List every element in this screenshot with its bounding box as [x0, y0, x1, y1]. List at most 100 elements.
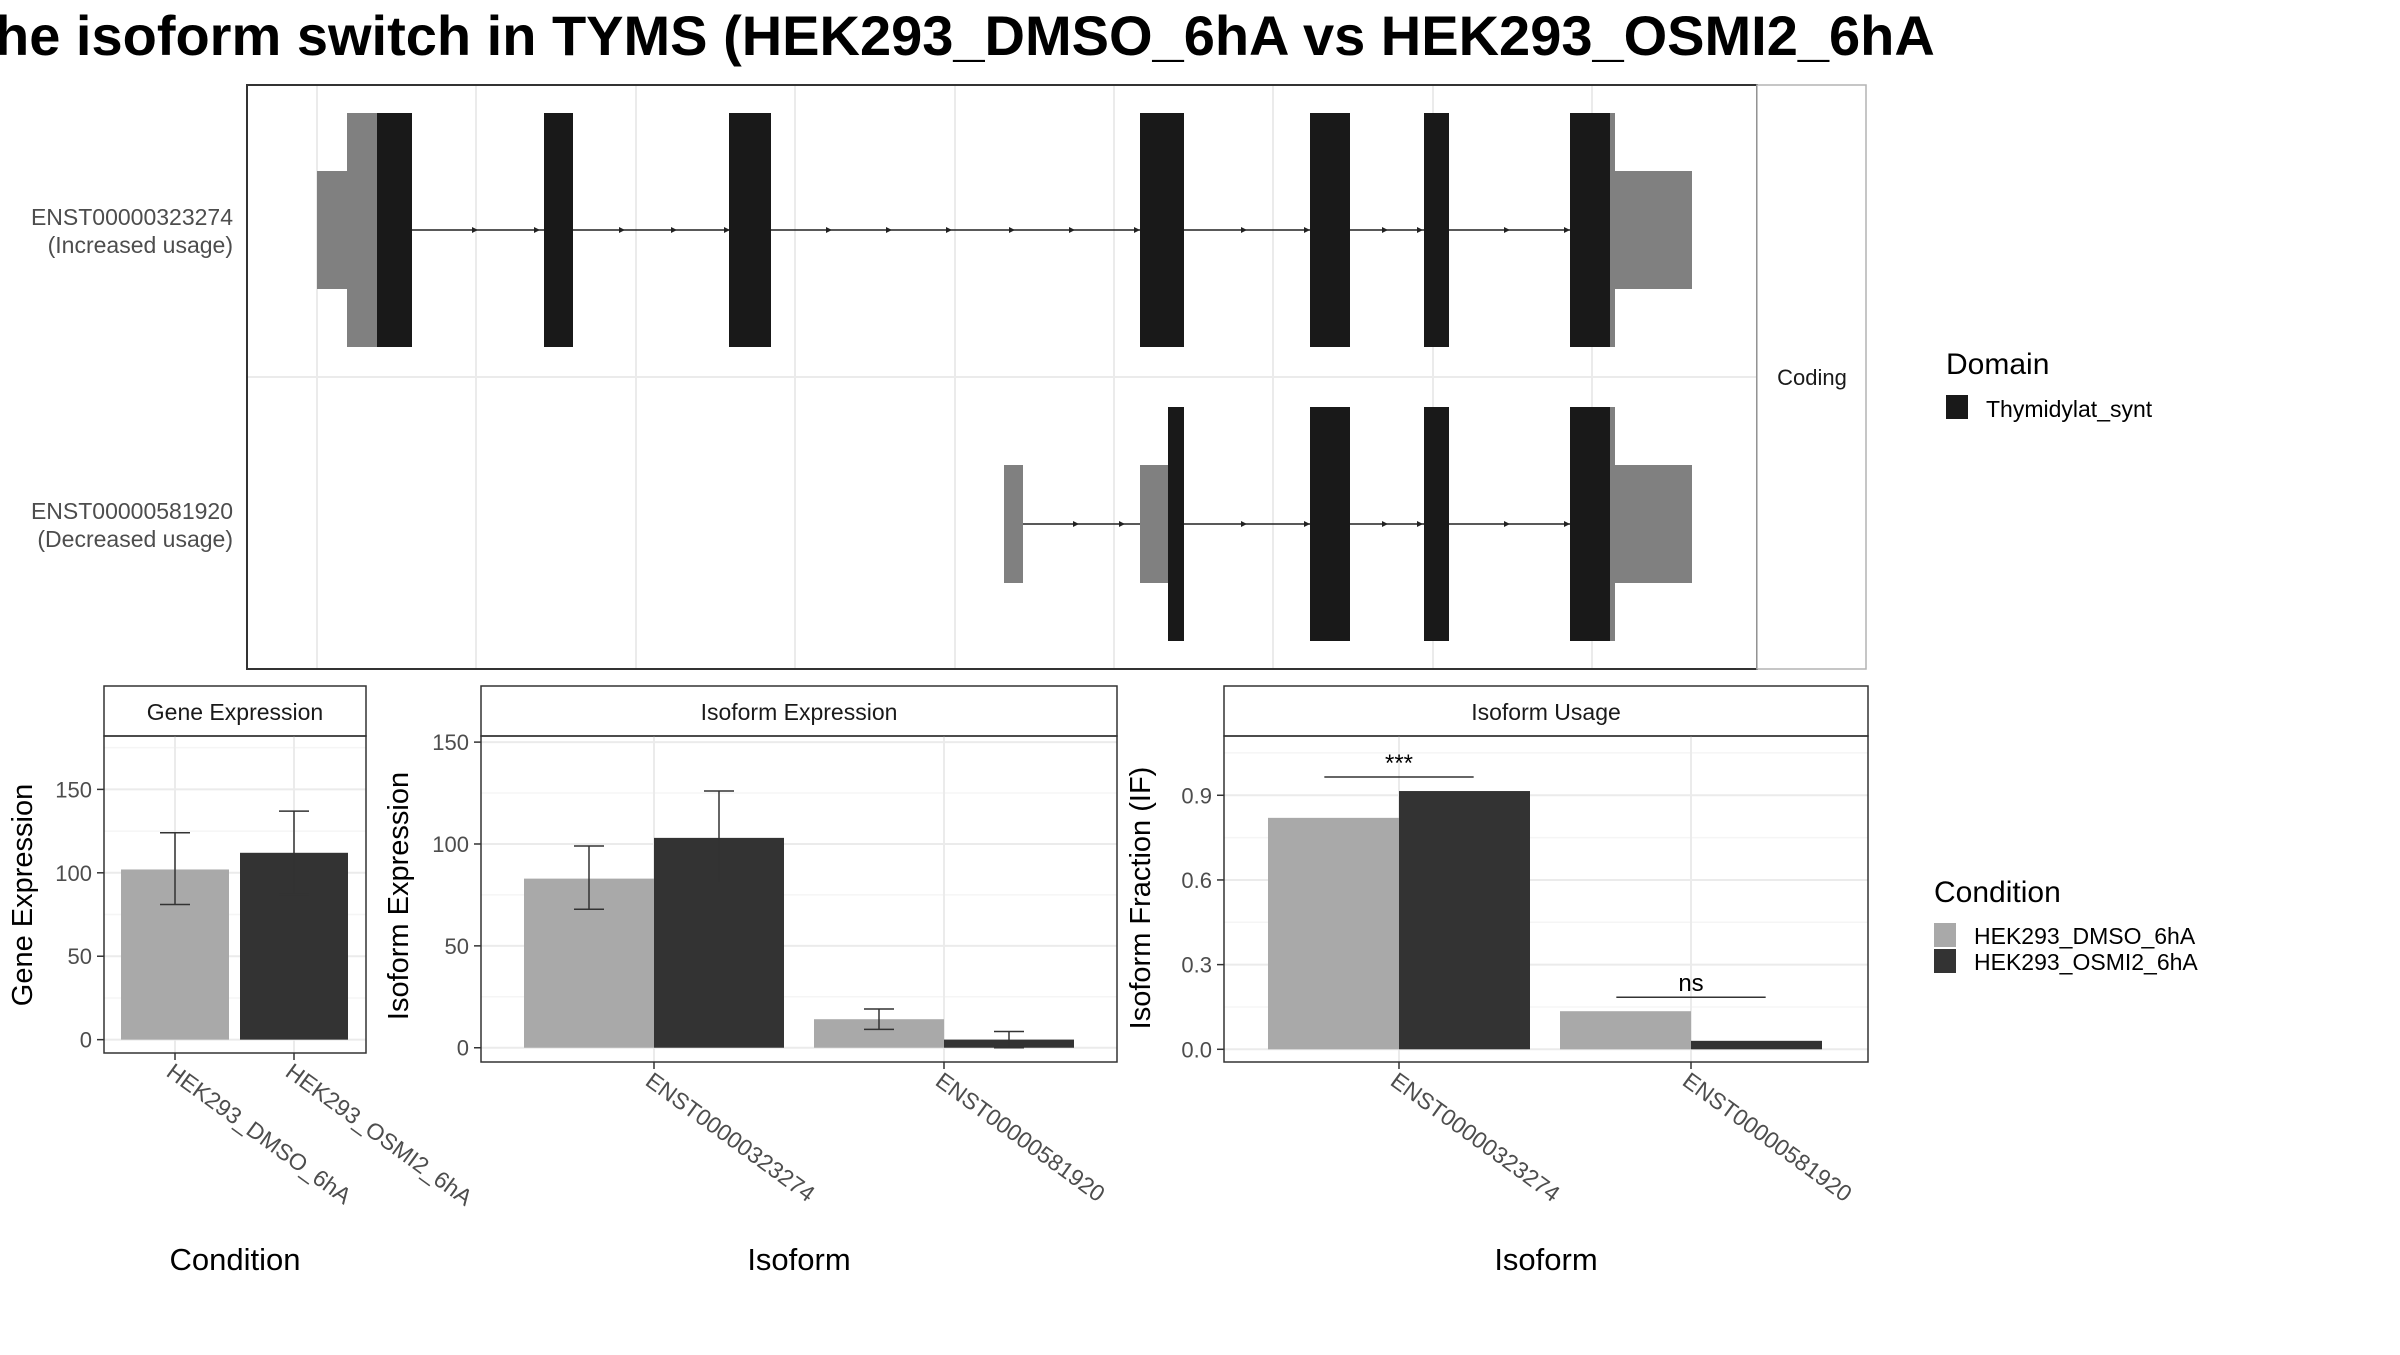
- transcript-label-2: ENST00000581920: [31, 498, 233, 524]
- transcript-sublabel-1: (Increased usage): [48, 232, 233, 258]
- intron-arrow-0-12: [1304, 227, 1310, 233]
- gene-expression-strip-label: Gene Expression: [147, 699, 323, 725]
- utr-block-1-1: [1140, 465, 1168, 583]
- p3-signif-label-0: ***: [1385, 750, 1413, 777]
- intron-arrow-0-9: [1069, 227, 1075, 233]
- isoform-expression-border: [480, 735, 1118, 1063]
- transcript-label-1: ENST00000323274: [31, 204, 233, 230]
- intron-arrow-1-6: [1504, 521, 1510, 527]
- intron-arrow-0-1: [534, 227, 540, 233]
- exon-domain-block-0-0: [377, 113, 412, 347]
- p2-ytick-label-1: 50: [445, 934, 469, 959]
- transcript-sublabel-2: (Decreased usage): [37, 526, 233, 552]
- condition-legend-swatch-osmi2: [1934, 949, 1956, 973]
- utr-block-1-2: [1610, 407, 1615, 641]
- condition-legend-swatch-dmso: [1934, 923, 1956, 947]
- p3-ytick-label-1: 0.3: [1181, 953, 1212, 978]
- isoform-expression-panel: Isoform Expression 0 50 100 150 ENST00000323…: [383, 685, 1118, 1277]
- isoform-expression-ylabel: Isoform Expression: [383, 772, 415, 1020]
- p3-xtick-label-1: ENST00000581920: [1678, 1067, 1857, 1207]
- p2-errorbar-s1-c1: [994, 1030, 1024, 1049]
- p2-ytick-label-0: 0: [457, 1036, 469, 1061]
- utr-block-1-0: [1004, 465, 1023, 583]
- gene-expression-ylabel: Gene Expression: [7, 784, 39, 1006]
- p2-ytick-label-3: 150: [432, 730, 469, 755]
- p3-bar-s1-c1: [1691, 1040, 1822, 1050]
- isoform-usage-ylabel: Isoform Fraction (IF): [1125, 767, 1157, 1030]
- condition-legend-label-osmi2: HEK293_OSMI2_6hA: [1974, 949, 2198, 975]
- p2-ytick-label-2: 100: [432, 832, 469, 857]
- utr-block-0-3: [1615, 171, 1692, 289]
- intron-arrow-0-5: [826, 227, 832, 233]
- exon-domain-block-1-3: [1570, 407, 1610, 641]
- exon-domain-block-0-6: [1570, 113, 1610, 347]
- p1-ytick-label-0: 0: [80, 1028, 92, 1053]
- intron-arrow-0-10: [1134, 227, 1140, 233]
- p3-ytick-label-3: 0.9: [1181, 783, 1212, 808]
- exon-domain-block-1-1: [1310, 407, 1350, 641]
- intron-arrow-1-5: [1417, 521, 1423, 527]
- p1-ytick-label-2: 100: [55, 861, 92, 886]
- p2-xtick-label-1: ENST00000581920: [931, 1067, 1110, 1207]
- utr-block-0-0: [317, 171, 347, 289]
- isoform-expression-xlabel: Isoform: [747, 1242, 850, 1277]
- p3-ytick-label-0: 0.0: [1181, 1037, 1212, 1062]
- p3-xtick-label-0: ENST00000323274: [1386, 1067, 1565, 1207]
- intron-arrow-0-13: [1382, 227, 1388, 233]
- intron-arrow-1-2: [1241, 521, 1247, 527]
- structure-features: [317, 113, 1692, 641]
- intron-arrow-0-0: [472, 227, 478, 233]
- exon-domain-block-0-5: [1424, 113, 1449, 347]
- exon-domain-block-0-2: [729, 113, 771, 347]
- domain-legend: Domain Thymidylat_synt: [1946, 348, 2153, 422]
- exon-domain-block-0-4: [1310, 113, 1350, 347]
- exon-domain-block-1-0: [1168, 407, 1184, 641]
- isoform-usage-strip-label: Isoform Usage: [1471, 699, 1621, 725]
- exon-domain-block-1-2: [1424, 407, 1449, 641]
- intron-arrow-0-14: [1417, 227, 1423, 233]
- p2-errorbar-s1-c0: [704, 790, 734, 884]
- intron-arrow-0-2: [619, 227, 625, 233]
- structure-panel: Coding ENST00000323274 (Increased usage)…: [31, 84, 1867, 670]
- p1-ytick-label-3: 150: [55, 777, 92, 802]
- intron-arrow-0-15: [1504, 227, 1510, 233]
- domain-legend-title: Domain: [1946, 348, 2049, 381]
- p3-signif-label-1: ns: [1678, 970, 1703, 997]
- intron-arrow-1-7: [1564, 521, 1570, 527]
- exon-domain-block-0-3: [1140, 113, 1184, 347]
- p1-xtick-label-1: HEK293_OSMI2_6hA: [281, 1058, 478, 1211]
- intron-arrow-0-6: [886, 227, 892, 233]
- figure-title: he isoform switch in TYMS (HEK293_DMSO_6…: [0, 4, 1935, 67]
- condition-legend: Condition HEK293_DMSO_6hA HEK293_OSMI2_6…: [1934, 876, 2198, 975]
- p3-ytick-label-2: 0.6: [1181, 868, 1212, 893]
- condition-legend-title: Condition: [1934, 876, 2061, 909]
- intron-arrow-0-3: [671, 227, 677, 233]
- condition-legend-label-dmso: HEK293_DMSO_6hA: [1974, 923, 2196, 949]
- gene-expression-strip: [103, 685, 367, 737]
- exon-domain-block-0-1: [544, 113, 573, 347]
- isoform-expression-strip-label: Isoform Expression: [701, 699, 898, 725]
- isoform-usage-bars: *** ns: [1268, 750, 1822, 1050]
- utr-block-0-2: [1610, 113, 1615, 347]
- p3-bar-s0-c1: [1560, 1011, 1691, 1050]
- intron-arrow-0-4: [724, 227, 730, 233]
- intron-arrow-0-8: [1009, 227, 1015, 233]
- intron-arrow-1-1: [1119, 521, 1125, 527]
- p2-errorbar-s0-c1: [864, 1008, 894, 1031]
- p3-bar-s1-c0: [1399, 791, 1530, 1050]
- gene-expression-xlabel: Condition: [170, 1242, 301, 1277]
- isoform-usage-xlabel: Isoform: [1494, 1242, 1597, 1277]
- intron-arrow-0-16: [1564, 227, 1570, 233]
- isoform-expression-bars: [524, 790, 1074, 1049]
- domain-legend-swatch: [1946, 395, 1968, 419]
- facet-label: Coding: [1777, 365, 1847, 390]
- intron-arrow-1-4: [1382, 521, 1388, 527]
- p3-bar-s0-c0: [1268, 817, 1399, 1050]
- utr-block-0-1: [347, 113, 377, 347]
- intron-arrow-1-0: [1073, 521, 1079, 527]
- isoform-usage-panel: Isoform Usage *** ns 0.0 0.3 0.6 0.9 ENST0000…: [1125, 685, 1869, 1277]
- intron-arrow-0-7: [946, 227, 952, 233]
- p1-errorbar-1: [279, 810, 309, 896]
